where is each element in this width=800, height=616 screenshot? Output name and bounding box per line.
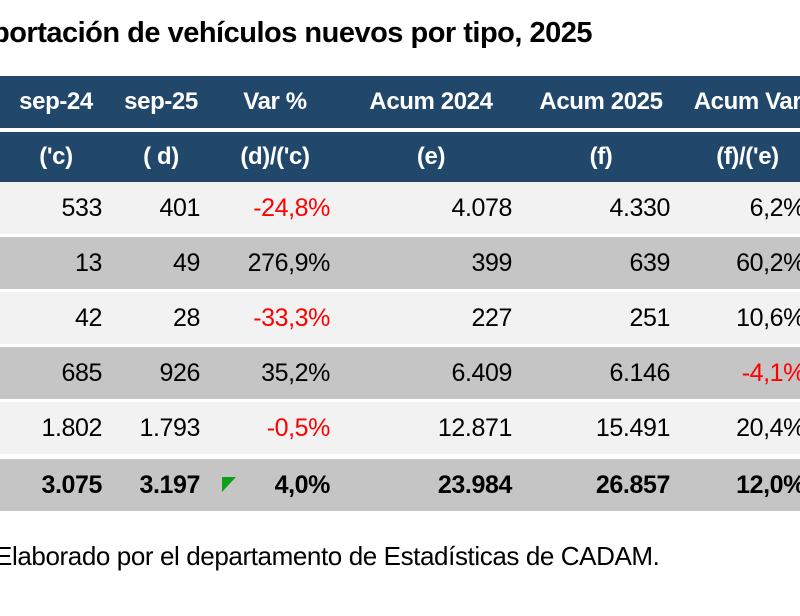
header-cell-var: Var %: [210, 76, 340, 132]
cell-negative: -33,3%: [210, 292, 340, 347]
cell: 35,2%: [210, 347, 340, 402]
cell: 227: [340, 292, 522, 347]
cell: 685: [0, 347, 112, 402]
total-cell: 3.197: [112, 459, 210, 511]
subheader-cell: (f)/('e): [680, 132, 800, 182]
table-subheader-row: ('c) ( d) (d)/('c) (e) (f) (f)/('e): [0, 132, 800, 182]
cell-negative: -4,1%: [680, 347, 800, 402]
cell: 533: [0, 182, 112, 237]
header-cell-acum2025: Acum 2025: [522, 76, 680, 132]
cell: 28: [112, 292, 210, 347]
cell: 401: [112, 182, 210, 237]
cell: 49: [112, 237, 210, 292]
table-total-row: 3.075 3.197 4,0% 23.984 26.857 12,0%: [0, 459, 800, 511]
total-cell: 3.075: [0, 459, 112, 511]
cell: 276,9%: [210, 237, 340, 292]
cell: 12.871: [340, 402, 522, 459]
total-cell: 26.857: [522, 459, 680, 511]
cell: 6.146: [522, 347, 680, 402]
cell: 4.078: [340, 182, 522, 237]
table-row: 685 926 35,2% 6.409 6.146 -4,1%: [0, 347, 800, 402]
green-flag-icon: [222, 477, 236, 492]
cell: 10,6%: [680, 292, 800, 347]
subheader-cell: (e): [340, 132, 522, 182]
table-row: 13 49 276,9% 399 639 60,2%: [0, 237, 800, 292]
cell: 6.409: [340, 347, 522, 402]
cell-negative: -24,8%: [210, 182, 340, 237]
cell-negative: -0,5%: [210, 402, 340, 459]
subheader-cell: (d)/('c): [210, 132, 340, 182]
vehicle-import-table: sep-24 sep-25 Var % Acum 2024 Acum 2025 …: [0, 76, 800, 511]
cell: 1.793: [112, 402, 210, 459]
subheader-cell: ('c): [0, 132, 112, 182]
table-header-row: sep-24 sep-25 Var % Acum 2024 Acum 2025 …: [0, 76, 800, 132]
header-cell-sep25: sep-25: [112, 76, 210, 132]
cell: 1.802: [0, 402, 112, 459]
footer-note: Elaborado por el departamento de Estadís…: [0, 541, 660, 571]
cell: 20,4%: [680, 402, 800, 459]
header-cell-acum2024: Acum 2024: [340, 76, 522, 132]
cell: 6,2%: [680, 182, 800, 237]
table-row: 1.802 1.793 -0,5% 12.871 15.491 20,4%: [0, 402, 800, 459]
cell: 399: [340, 237, 522, 292]
cell: 639: [522, 237, 680, 292]
page-title: portación de vehículos nuevos por tipo, …: [0, 17, 593, 49]
cell: 4.330: [522, 182, 680, 237]
cell: 251: [522, 292, 680, 347]
cell: 15.491: [522, 402, 680, 459]
cell: 42: [0, 292, 112, 347]
cell: 13: [0, 237, 112, 292]
cell: 60,2%: [680, 237, 800, 292]
total-cell: 23.984: [340, 459, 522, 511]
table-row: 42 28 -33,3% 227 251 10,6%: [0, 292, 800, 347]
cell: 926: [112, 347, 210, 402]
total-cell: 12,0%: [680, 459, 800, 511]
subheader-cell: (f): [522, 132, 680, 182]
header-cell-sep24: sep-24: [0, 76, 112, 132]
header-cell-acumvar: Acum Var: [680, 76, 800, 132]
subheader-cell: ( d): [112, 132, 210, 182]
table-row: 533 401 -24,8% 4.078 4.330 6,2%: [0, 182, 800, 237]
